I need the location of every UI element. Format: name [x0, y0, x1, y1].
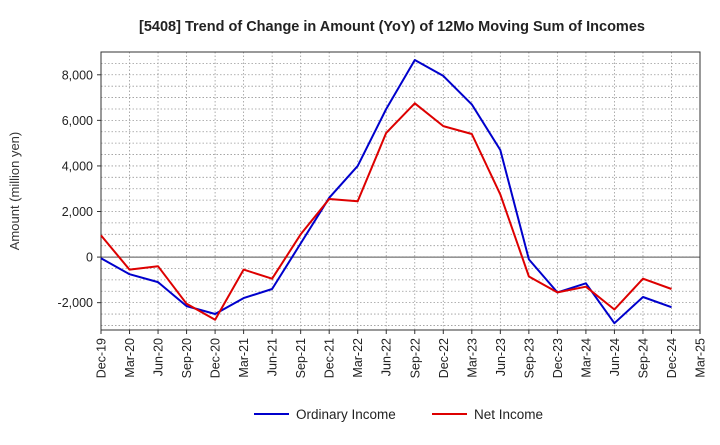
x-tick-label: Mar-23 — [465, 338, 479, 378]
x-tick-label: Dec-21 — [323, 338, 337, 378]
x-tick-label: Jun-24 — [608, 338, 622, 376]
axis-layer: -2,000 0 2,000 4,000 6,000 8,000 Dec-19 Mar-20 J… — [58, 51, 708, 378]
series-layer — [100, 59, 672, 325]
grid-layer — [100, 51, 701, 330]
x-tick-label: Jun-22 — [380, 338, 394, 376]
y-tick-label: 2,000 — [62, 205, 93, 219]
x-tick-label: Jun-21 — [266, 338, 280, 376]
x-tick-label: Jun-23 — [494, 338, 508, 376]
x-tick-label: Sep-20 — [180, 338, 194, 378]
x-tick-label: Sep-23 — [522, 338, 536, 378]
plot-area — [101, 52, 700, 330]
x-tick-label: Mar-25 — [694, 338, 708, 378]
x-tick-label: Dec-22 — [437, 338, 451, 378]
y-axis-label: Amount (million yen) — [7, 132, 22, 251]
y-tick-label: 6,000 — [62, 114, 93, 128]
series-line-net-income — [100, 102, 672, 321]
x-tick-label: Sep-21 — [294, 338, 308, 378]
x-tick-label: Dec-20 — [209, 338, 223, 378]
x-tick-label: Mar-22 — [351, 338, 365, 378]
y-tick-label: 4,000 — [62, 159, 93, 173]
legend-label-net-income: Net Income — [474, 407, 543, 422]
y-tick-label: -2,000 — [58, 296, 93, 310]
x-tick-label: Sep-22 — [408, 338, 422, 378]
x-tick-label: Dec-23 — [551, 338, 565, 378]
x-tick-label: Mar-20 — [123, 338, 137, 378]
x-tick-label: Jun-20 — [152, 338, 166, 376]
legend: Ordinary Income Net Income — [254, 407, 543, 422]
x-tick-label: Dec-19 — [95, 338, 109, 378]
x-tick-label: Mar-24 — [579, 338, 593, 378]
plot-frame — [100, 51, 701, 331]
x-tick-label: Dec-24 — [665, 338, 679, 378]
legend-label-ordinary-income: Ordinary Income — [296, 407, 396, 422]
x-tick-label: Sep-24 — [636, 338, 650, 378]
x-tick-label: Mar-21 — [237, 338, 251, 378]
y-tick-label: 8,000 — [62, 68, 93, 82]
chart-title: [5408] Trend of Change in Amount (YoY) o… — [139, 19, 645, 35]
y-tick-label: 0 — [86, 251, 93, 265]
